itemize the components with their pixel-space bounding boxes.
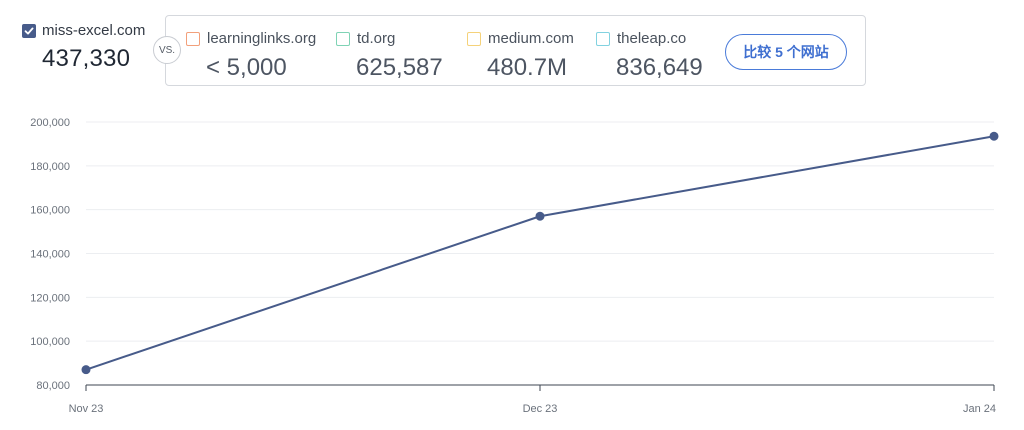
chart-axes	[85, 384, 995, 391]
competitor-checkbox[interactable]	[467, 31, 481, 46]
check-icon	[24, 27, 34, 34]
y-tick-label: 180,000	[30, 161, 70, 173]
series-line	[85, 135, 995, 371]
data-point[interactable]	[81, 365, 91, 375]
y-tick-label: 120,000	[30, 292, 70, 304]
chart-tick-labels: 80,000 100,000 120,000 140,000 160,000 180,00…	[30, 117, 996, 415]
primary-site-name: miss-excel.com	[42, 22, 146, 39]
y-tick-label: 80,000	[36, 380, 70, 392]
x-tick-label: Dec 23	[523, 403, 558, 415]
primary-site-value: 437,330	[42, 45, 131, 72]
chart-gridlines	[86, 121, 994, 342]
competitor-name: theleap.co	[617, 30, 687, 47]
competitor-theleap: theleap.co 836,649	[596, 30, 703, 82]
competitor-td: td.org 625,587	[336, 30, 443, 82]
y-tick-label: 140,000	[30, 249, 70, 261]
competitor-value: 480.7M	[487, 54, 568, 81]
competitor-value: 625,587	[356, 54, 443, 81]
competitor-checkbox[interactable]	[186, 31, 200, 46]
chart-series	[81, 131, 999, 375]
primary-site: miss-excel.com 437,330	[22, 22, 145, 73]
competitor-name: learninglinks.org	[207, 30, 317, 47]
x-tick-label: Nov 23	[69, 403, 104, 415]
compare-sites-button[interactable]: 比较 5 个网站	[725, 34, 847, 70]
y-tick-label: 160,000	[30, 205, 70, 217]
competitors-box: learninglinks.org < 5,000 td.org 625,587…	[165, 15, 866, 86]
competitor-value: < 5,000	[206, 54, 287, 81]
competitor-name: td.org	[357, 30, 396, 47]
y-tick-label: 200,000	[30, 117, 70, 129]
competitor-name: medium.com	[488, 30, 574, 47]
competitor-learninglinks: learninglinks.org < 5,000	[186, 30, 316, 82]
data-point[interactable]	[535, 211, 545, 221]
x-tick-label: Jan 24	[963, 403, 996, 415]
primary-site-checkbox[interactable]	[22, 23, 36, 38]
competitor-value: 836,649	[616, 54, 703, 81]
competitor-checkbox[interactable]	[596, 31, 610, 46]
y-tick-label: 100,000	[30, 336, 70, 348]
data-point[interactable]	[989, 131, 999, 141]
vs-badge: VS.	[153, 36, 181, 64]
competitor-medium: medium.com 480.7M	[467, 30, 574, 82]
competitor-checkbox[interactable]	[336, 31, 350, 46]
